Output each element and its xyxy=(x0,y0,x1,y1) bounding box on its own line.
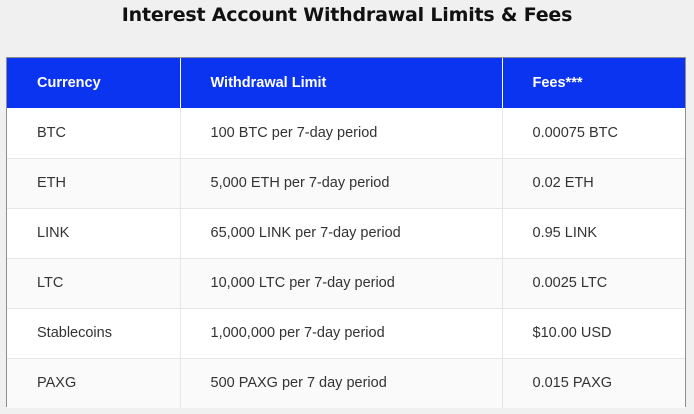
cell-withdrawal-limit: 500 PAXG per 7 day period xyxy=(179,357,502,408)
header-fees: Fees*** xyxy=(501,58,685,108)
cell-currency: LTC xyxy=(7,257,180,308)
cell-currency: BTC xyxy=(37,124,66,141)
table-row: BTC 100 BTC per 7-day period 0.00075 BTC xyxy=(7,108,685,158)
withdrawal-limits-table: Currency Withdrawal Limit Fees*** BTC 10… xyxy=(7,58,685,408)
cell-currency: Stablecoins xyxy=(7,307,180,358)
table-row: PAXG 500 PAXG per 7 day period 0.015 PAX… xyxy=(7,357,685,408)
cell-withdrawal-limit: 10,000 LTC per 7-day period xyxy=(179,257,502,308)
header-currency: Currency xyxy=(37,75,101,91)
cell-currency: ETH xyxy=(7,157,180,208)
cell-fee: 0.95 LINK xyxy=(501,207,685,258)
cell-withdrawal-limit: 1,000,000 per 7-day period xyxy=(179,307,502,358)
table-row: ETH 5,000 ETH per 7-day period 0.02 ETH xyxy=(7,157,685,208)
cell-fee: 0.00075 BTC xyxy=(501,108,685,158)
cell-currency: LINK xyxy=(7,207,180,258)
cell-fee: $10.00 USD xyxy=(501,307,685,358)
table-row: LTC 10,000 LTC per 7-day period 0.0025 L… xyxy=(7,257,685,308)
fees-table-container: Currency Withdrawal Limit Fees*** BTC 10… xyxy=(6,57,686,408)
cell-withdrawal-limit: 100 BTC per 7-day period xyxy=(179,108,502,158)
cell-withdrawal-limit: 65,000 LINK per 7-day period xyxy=(179,207,502,258)
table-row: LINK 65,000 LINK per 7-day period 0.95 L… xyxy=(7,207,685,258)
cell-fee: 0.015 PAXG xyxy=(501,357,685,408)
cell-fee: 0.0025 LTC xyxy=(501,257,685,308)
header-withdrawal-limit: Withdrawal Limit xyxy=(179,58,502,108)
cell-currency: PAXG xyxy=(7,357,180,408)
cell-fee: 0.02 ETH xyxy=(501,157,685,208)
cell-withdrawal-limit: 5,000 ETH per 7-day period xyxy=(179,157,502,208)
table-header-row: Currency Withdrawal Limit Fees*** xyxy=(7,58,685,108)
page-title: Interest Account Withdrawal Limits & Fee… xyxy=(121,4,573,26)
table-row: Stablecoins 1,000,000 per 7-day period $… xyxy=(7,307,685,358)
